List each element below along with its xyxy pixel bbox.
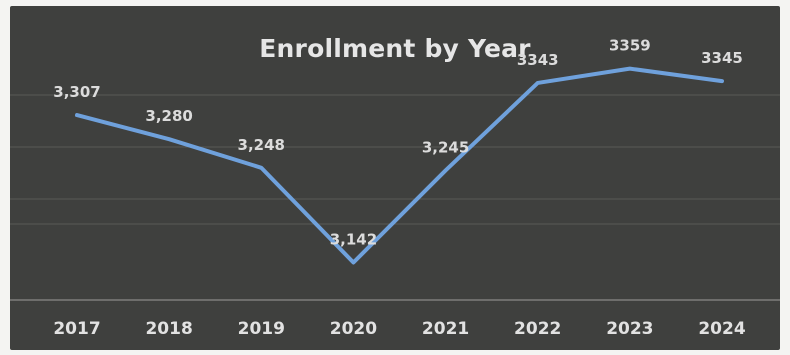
x-tick-label-2021: 2021	[422, 319, 469, 339]
data-label-2020: 3,142	[330, 230, 377, 248]
x-tick-label-2022: 2022	[514, 319, 561, 339]
data-label-2021: 3,245	[422, 138, 469, 156]
x-tick-label-2020: 2020	[330, 319, 377, 339]
x-tick-label-2024: 2024	[698, 319, 745, 339]
data-label-2023: 3359	[609, 37, 651, 55]
chart-title: Enrollment by Year	[259, 34, 531, 63]
chart-panel: Enrollment by Year 3,307 3,280 3,248 3,142 3…	[10, 6, 780, 350]
data-label-2017: 3,307	[53, 83, 100, 101]
data-label-2022: 3343	[517, 51, 559, 69]
data-label-2019: 3,248	[238, 136, 285, 154]
x-tick-label-2017: 2017	[53, 319, 100, 339]
x-tick-label-2019: 2019	[238, 319, 285, 339]
data-label-2018: 3,280	[145, 107, 192, 125]
series-line	[75, 66, 724, 265]
x-tick-label-2023: 2023	[606, 319, 653, 339]
line-chart: 3,307 3,280 3,248 3,142 3,245 3343 3359 3345 201…	[10, 37, 780, 339]
x-tick-label-2018: 2018	[145, 319, 192, 339]
data-label-2024: 3345	[701, 49, 743, 67]
